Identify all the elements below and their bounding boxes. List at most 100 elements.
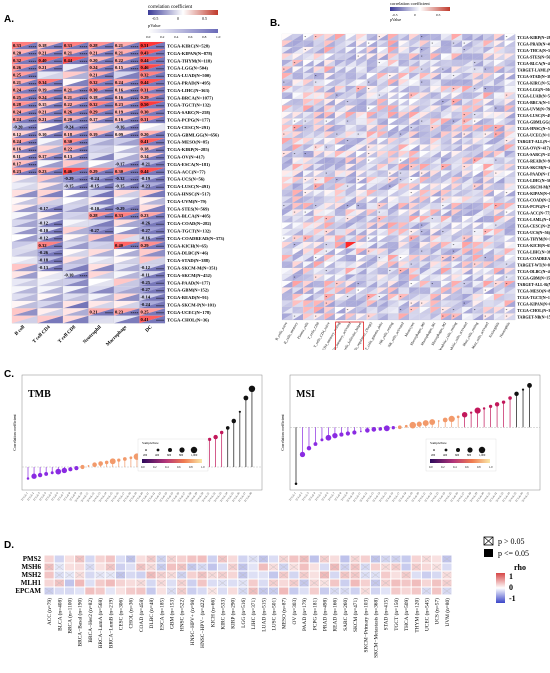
- heatmap-cell: [430, 144, 442, 152]
- cell-upper-triangle: [419, 255, 431, 262]
- heatmap-cell: [324, 79, 336, 87]
- heatmap-cell: *: [334, 176, 346, 184]
- cell-stars: *: [315, 74, 317, 78]
- cell-lower-triangle: [12, 56, 38, 65]
- cell-upper-triangle: [63, 197, 89, 205]
- heatmap-cell: [113, 256, 140, 265]
- cell-upper-triangle: [419, 60, 431, 67]
- cell-upper-triangle: [303, 79, 314, 86]
- cell-lower-triangle: [409, 144, 420, 151]
- cell-lower-triangle: [303, 53, 314, 60]
- cell-upper-triangle: [37, 308, 63, 316]
- heatmap-cell: [345, 274, 357, 282]
- heatmap-cell: [409, 53, 420, 61]
- cell-lower-triangle: [356, 255, 367, 262]
- heatmap-cell: 0.16 ****: [113, 93, 140, 102]
- heatmap-cell: [334, 202, 346, 210]
- heatmap-cell: [409, 144, 420, 152]
- cell-lower-triangle: [37, 227, 63, 235]
- cell-upper-triangle: [313, 125, 325, 132]
- heatmap-cell: [377, 267, 389, 275]
- heatmap-cell: *: [409, 235, 420, 243]
- heatmap-cell: [472, 196, 484, 204]
- heatmap-cell: [345, 267, 357, 275]
- heatmap-cell: [462, 144, 473, 152]
- cell-upper-triangle: [63, 256, 89, 264]
- heatmap-cell: [419, 92, 431, 100]
- cell-stars: *: [400, 178, 402, 182]
- cell-upper-triangle: [504, 144, 516, 151]
- cell-stars: *: [474, 263, 476, 267]
- cell-value: -0.25: [141, 280, 151, 285]
- cell-stars: *: [495, 172, 497, 176]
- cell-upper-triangle: [419, 86, 431, 93]
- cell-upper-triangle: [114, 301, 140, 309]
- cell-value: 0.24: [13, 117, 22, 122]
- cell-upper-triangle: [472, 99, 484, 106]
- cell-lower-triangle: [63, 212, 89, 220]
- heatmap-cell: *: [398, 254, 410, 262]
- heatmap-cell: [430, 59, 442, 67]
- cell-upper-triangle: [451, 99, 463, 106]
- cell-lower-triangle: [409, 177, 420, 184]
- cell-lower-triangle: [430, 274, 441, 281]
- cell-upper-triangle: [398, 86, 410, 93]
- cell-upper-triangle: [419, 281, 431, 288]
- heatmap-cell: *: [483, 228, 495, 236]
- heatmap-cell: [472, 280, 484, 288]
- cell-upper-triangle: [472, 242, 484, 249]
- cell-lower-triangle: [12, 315, 38, 324]
- cell-lower-triangle: [419, 209, 431, 216]
- heatmap-cell: [324, 137, 336, 145]
- heatmap-cell: [493, 209, 505, 217]
- panel-a-legend-ptick: 0.2: [160, 35, 165, 39]
- heatmap-cell: [345, 248, 357, 256]
- heatmap-cell: 0.25 ****: [11, 93, 38, 102]
- cell-lower-triangle: [430, 60, 441, 67]
- heatmap-cell: [313, 215, 325, 223]
- heatmap-cell: [430, 163, 442, 171]
- cell-lower-triangle: [88, 315, 114, 324]
- heatmap-cell: [451, 228, 463, 236]
- heatmap-cell: 0.29 ****: [139, 93, 166, 102]
- heatmap-cell: [303, 202, 314, 210]
- heatmap-cell: [504, 40, 516, 48]
- cell-upper-triangle: [441, 66, 452, 73]
- cell-value: 0.44: [141, 58, 150, 63]
- heatmap-cell: [139, 197, 166, 205]
- heatmap-cell: [113, 234, 140, 242]
- cell-upper-triangle: [282, 92, 293, 99]
- cell-stars: *: [421, 48, 423, 52]
- cell-lower-triangle: [409, 92, 420, 99]
- cell-stars: ****: [80, 60, 88, 65]
- cell-upper-triangle: [494, 170, 505, 177]
- heatmap-cell: [366, 287, 378, 295]
- heatmap-cell: [356, 46, 367, 54]
- heatmap-cell: [377, 66, 389, 74]
- cell-lower-triangle: [409, 164, 420, 171]
- cell-lower-triangle: [366, 66, 378, 73]
- cell-upper-triangle: [313, 73, 325, 80]
- heatmap-cell: [324, 124, 336, 132]
- cell-upper-triangle: [356, 112, 367, 119]
- cell-lower-triangle: [398, 248, 410, 255]
- cell-upper-triangle: [88, 241, 114, 250]
- heatmap-cell: [113, 300, 140, 309]
- cell-stars: *: [431, 126, 433, 130]
- heatmap-cell: [281, 105, 293, 113]
- cell-lower-triangle: [88, 256, 114, 264]
- heatmap-cell: [292, 72, 304, 80]
- heatmap-cell: [334, 241, 346, 249]
- cell-lower-triangle: [462, 235, 473, 242]
- heatmap-cell: [377, 274, 389, 282]
- cell-stars: *: [283, 81, 285, 85]
- cell-lower-triangle: [88, 175, 114, 183]
- cell-lower-triangle: [324, 86, 335, 93]
- cell-lower-triangle: [462, 79, 473, 86]
- cell-lower-triangle: [114, 64, 140, 72]
- panel-a-col-label: Macrophage: [106, 325, 129, 348]
- heatmap-cell: [472, 137, 484, 145]
- heatmap-cell: 0.28 ****: [88, 41, 115, 50]
- heatmap-cell: [334, 248, 346, 256]
- heatmap-cell: [462, 150, 473, 158]
